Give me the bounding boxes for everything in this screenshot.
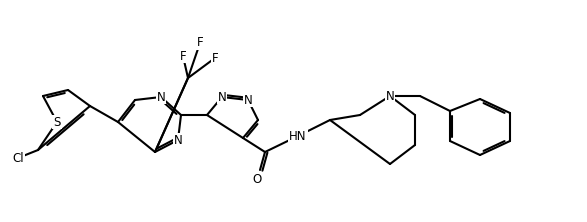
Text: N: N (386, 89, 394, 103)
Text: N: N (218, 91, 227, 103)
Text: F: F (180, 50, 186, 63)
Text: F: F (212, 52, 218, 65)
Text: N: N (174, 133, 183, 147)
Text: Cl: Cl (12, 151, 24, 165)
Text: S: S (53, 115, 60, 129)
Text: F: F (197, 36, 203, 50)
Text: O: O (252, 173, 262, 186)
Text: N: N (157, 91, 166, 103)
Text: HN: HN (289, 129, 307, 143)
Text: N: N (244, 93, 252, 107)
